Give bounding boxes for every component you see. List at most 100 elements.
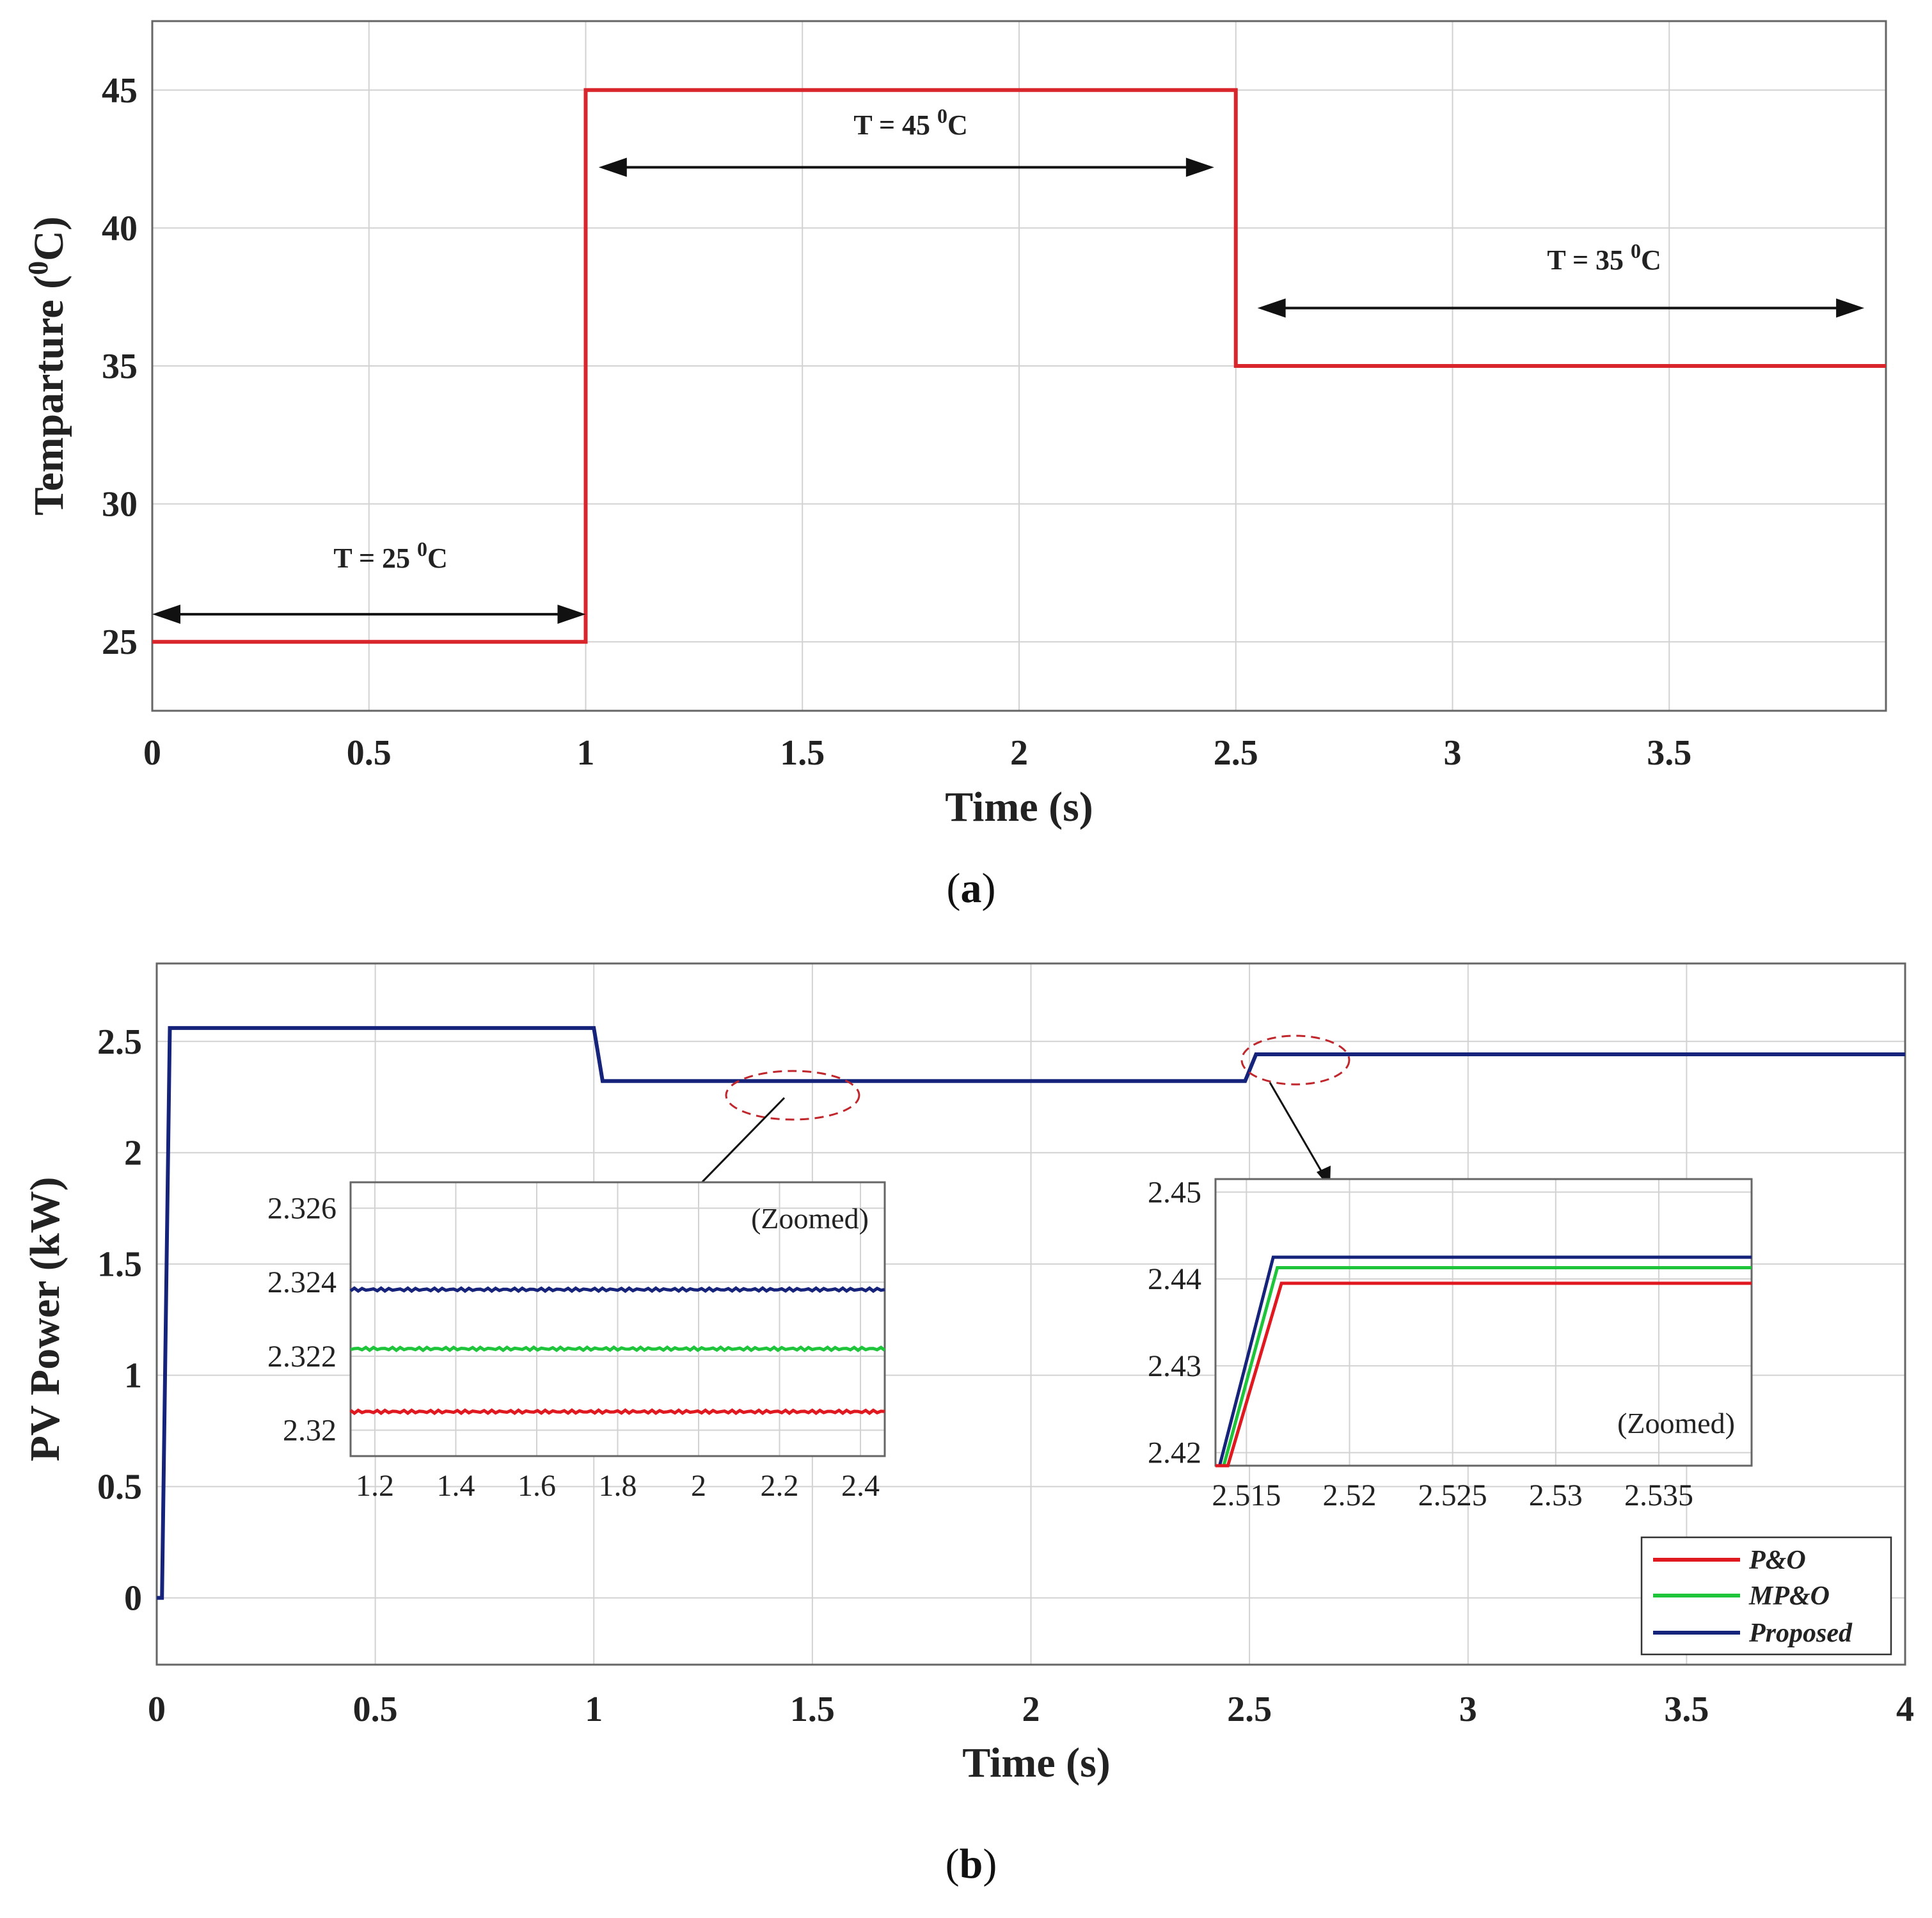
span-arrow-head-left (152, 605, 180, 624)
i2-x-tick-label: 2.535 (1624, 1478, 1693, 1512)
panel-b-legend: P&O MP&O Proposed (1640, 1536, 1892, 1656)
panel-a-y-tick-label: 35 (102, 347, 138, 386)
temperature-line (152, 88, 1886, 644)
span-arrow-head-right (1185, 157, 1214, 177)
inset-zoom-2: 2.515 2.52 2.525 2.53 2.535 2.42 2.43 2.44 2.45… (1148, 1175, 1753, 1512)
panel-a-y-ticks: 25 30 35 40 45 (102, 71, 138, 662)
i1-x-tick-label: 2.4 (841, 1469, 880, 1503)
inset-2-y-ticks: 2.42 2.43 2.44 2.45 (1148, 1175, 1201, 1470)
i1-x-tick-label: 1.6 (518, 1469, 556, 1503)
panel-a-x-tick-label: 3.5 (1647, 733, 1691, 773)
i1-y-tick-label: 2.326 (267, 1191, 337, 1225)
panel-a-x-tick-label: 3 (1444, 733, 1462, 773)
i2-y-tick-label: 2.45 (1148, 1175, 1201, 1209)
temperature-annotation-label: T = 35 0C (1547, 239, 1661, 276)
panel-a-x-axis-label: Time (s) (945, 784, 1093, 830)
panel-b-x-ticks: 0 0.5 1 1.5 2 2.5 3 3.5 4 (148, 1690, 1914, 1729)
span-arrow-head-left (1257, 298, 1286, 318)
panel-a-y-tick-label: 30 (102, 485, 138, 525)
panel-b-x-axis-label: Time (s) (962, 1740, 1111, 1786)
i1-y-tick-label: 2.32 (283, 1414, 337, 1448)
i2-x-tick-label: 2.515 (1212, 1478, 1281, 1512)
panel-a-caption: (a) (947, 865, 996, 912)
panel-a-x-tick-label: 2.5 (1214, 733, 1258, 773)
span-arrow-head-right (557, 605, 586, 624)
inset-2-series (1215, 1255, 1752, 1468)
panel-b-y-tick-label: 2.5 (97, 1022, 142, 1062)
span-arrow-head-right (1836, 298, 1865, 318)
i2-series-po (1215, 1281, 1752, 1468)
i2-x-tick-label: 2.525 (1418, 1478, 1487, 1512)
legend-proposed-label: Proposed (1748, 1619, 1853, 1648)
i1-x-tick-label: 2.2 (761, 1469, 799, 1503)
inset-2-grid (1215, 1179, 1752, 1466)
panel-a-x-tick-label: 0.5 (347, 733, 392, 773)
i1-y-tick-label: 2.324 (267, 1265, 337, 1299)
i1-x-tick-label: 1.8 (599, 1469, 637, 1503)
inset-zoom-1: 1.2 1.4 1.6 1.8 2 2.2 2.4 2.322.3222.3242.326 … (267, 1181, 886, 1503)
panel-b-x-tick-label: 3.5 (1664, 1690, 1709, 1729)
inset-2-frame (1214, 1178, 1753, 1467)
i2-x-tick-label: 2.53 (1529, 1478, 1583, 1512)
panel-b-pv-power-chart: 0 0.5 1 1.5 2 2.5 3 3.5 4 00.511.522.5 1.2 1.4 1.6… (22, 962, 1914, 1887)
temperature-annotation-label: T = 25 0C (333, 537, 447, 574)
span-arrow-head-left (598, 157, 627, 177)
panel-b-y-tick-label: 1.5 (97, 1245, 142, 1285)
panel-a-series (152, 88, 1886, 644)
inset-2-x-ticks: 2.515 2.52 2.525 2.53 2.535 (1212, 1478, 1693, 1512)
inset-1-frame (349, 1181, 886, 1457)
i2-y-tick-label: 2.44 (1148, 1262, 1201, 1296)
pv-power-proposed-line (157, 1026, 1905, 1600)
i2-x-tick-label: 2.52 (1323, 1478, 1377, 1512)
panel-b-plot-area (155, 962, 1906, 1666)
panel-b-x-tick-label: 1.5 (790, 1690, 835, 1729)
inset-1-series (349, 1286, 886, 1416)
panel-b-y-tick-label: 2 (124, 1134, 142, 1173)
inset-1-y-ticks: 2.32 2.322 2.324 2.326 (267, 1191, 337, 1447)
i1-x-tick-label: 2 (691, 1469, 706, 1503)
i1-series-mpo (350, 1345, 886, 1352)
panel-b-x-tick-label: 2 (1022, 1690, 1040, 1729)
panel-b-y-axis-label: PV Power (kW) (22, 1177, 68, 1462)
panel-b-caption: (b) (946, 1841, 997, 1887)
panel-b-y-tick-label: 0 (124, 1579, 142, 1619)
panel-b-x-tick-label: 2.5 (1227, 1690, 1272, 1729)
inset-1-zoomed-note: (Zoomed) (751, 1202, 869, 1235)
inset-2-zoomed-note: (Zoomed) (1617, 1407, 1735, 1439)
legend-mpo-label: MP&O (1748, 1581, 1830, 1611)
panel-b-x-tick-label: 0.5 (353, 1690, 398, 1729)
panel-b-x-tick-label: 4 (1896, 1690, 1914, 1729)
panel-b-x-tick-label: 3 (1459, 1690, 1477, 1729)
panel-b-series (157, 1026, 1905, 1600)
panel-a-x-tick-label: 1 (577, 733, 595, 773)
panel-b-y-tick-label: 1 (124, 1356, 142, 1396)
panel-a-x-ticks: 0 0.5 1 1.5 2 2.5 3 3.5 (143, 733, 1691, 773)
panel-a-y-tick-label: 45 (102, 71, 138, 111)
i1-x-tick-label: 1.4 (436, 1469, 475, 1503)
i1-y-tick-label: 2.322 (267, 1340, 337, 1374)
zoom-ellipse-1 (725, 1070, 860, 1121)
panel-b-x-tick-label: 0 (148, 1690, 166, 1729)
panel-a-y-axis-label: Temparture (0C) (22, 216, 72, 515)
i1-series-po (349, 1408, 885, 1416)
panel-a-temperature-chart: T = 25 0C T = 45 0C T = 35 0C 0 0.5 1 1.5 2 2.5… (22, 20, 1887, 912)
panel-b-x-tick-label: 1 (585, 1690, 603, 1729)
panel-a-annotations: T = 25 0C T = 45 0C T = 35 0C (152, 104, 1865, 624)
i2-y-tick-label: 2.43 (1148, 1349, 1201, 1383)
legend-po-label: P&O (1748, 1546, 1806, 1575)
zoom-ellipse-2 (1240, 1034, 1350, 1086)
inset-2-background (1215, 1179, 1752, 1466)
panel-a-x-tick-label: 0 (143, 733, 161, 773)
panel-a-y-tick-label: 25 (102, 622, 138, 662)
panel-b-y-tick-label: 0.5 (97, 1468, 142, 1507)
panel-a-y-tick-label: 40 (102, 209, 138, 248)
panel-a-x-tick-label: 1.5 (780, 733, 825, 773)
i2-y-tick-label: 2.42 (1148, 1436, 1201, 1470)
temperature-annotation-label: T = 45 0C (853, 104, 967, 141)
i1-series-proposed (349, 1286, 885, 1294)
i1-x-tick-label: 1.2 (356, 1469, 394, 1503)
zoom-pointer-2 (1269, 1082, 1327, 1179)
panel-b-y-ticks: 0 0.5 1 1.5 2 2.5 (97, 1022, 142, 1619)
inset-1-x-ticks: 1.2 1.4 1.6 1.8 2 2.2 2.4 (356, 1469, 880, 1503)
